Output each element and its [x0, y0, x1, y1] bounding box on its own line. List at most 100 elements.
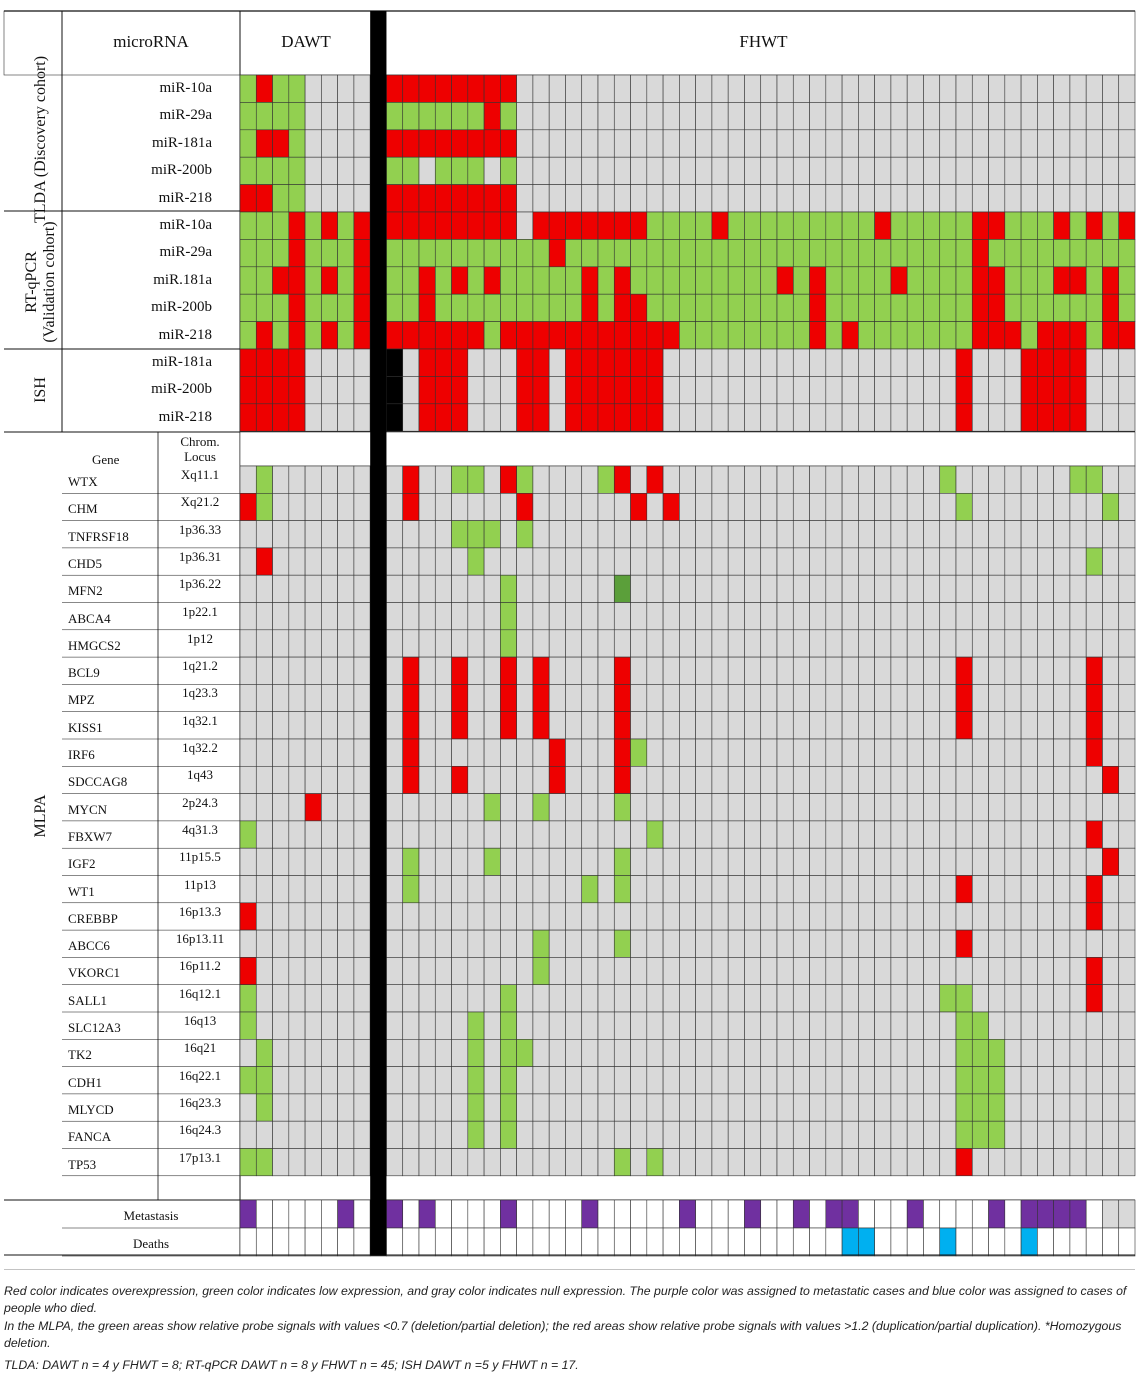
rtqpcr-row-2-cell: [467, 266, 485, 295]
mlpa-row-25-cell: [890, 1148, 908, 1177]
mlpa-row-11-cell: [971, 765, 989, 794]
tlda-row-0-cell: [890, 74, 908, 103]
mlpa-row-9-cell: [906, 711, 924, 740]
outcome-row-1-cell: [1069, 1227, 1087, 1257]
mlpa-row-12-cell: [467, 793, 485, 822]
tlda-row-0-cell: [955, 74, 973, 103]
mlpa-row-1-cell: [321, 492, 338, 521]
mlpa-row-22-cell: [402, 1066, 420, 1095]
mlpa-row-25-cell: [1118, 1148, 1136, 1177]
mlpa-row-6-cell: [500, 629, 517, 658]
rtqpcr-row-1-cell: [386, 239, 404, 268]
outcome-row-0-cell: [1085, 1199, 1103, 1229]
rtqpcr-row-2-cell: [711, 266, 729, 295]
mlpa-gene-label: MYCN: [68, 801, 108, 817]
mlpa-row-3-cell: [353, 547, 371, 576]
heatmap-figure: [3, 10, 1136, 1270]
mlpa-row-15-cell: [825, 875, 843, 904]
mlpa-row-13-cell: [792, 820, 810, 849]
rtqpcr-row-3-cell: [955, 293, 973, 322]
mlpa-row-11-cell: [1102, 765, 1120, 794]
mlpa-row-9-cell: [337, 711, 355, 740]
rtqpcr-row-1-cell: [516, 239, 534, 268]
ish-row-2-cell: [239, 403, 257, 432]
rtqpcr-row-2-cell: [386, 266, 404, 295]
mlpa-row-13-cell: [239, 820, 257, 849]
mlpa-row-9-cell: [988, 711, 1006, 740]
mlpa-row-12-cell: [386, 793, 404, 822]
mlpa-row-6-cell: [467, 629, 485, 658]
tlda-row-3-cell: [418, 156, 436, 185]
mlpa-row-6-cell: [955, 629, 973, 658]
tlda-row-4-cell: [1069, 184, 1087, 213]
ish-row-0-cell: [321, 348, 338, 377]
mlpa-row-20-cell: [304, 1011, 322, 1040]
mlpa-row-8-cell: [695, 684, 713, 713]
mlpa-row-9-cell: [386, 711, 404, 740]
mlpa-row-9-cell: [1020, 711, 1038, 740]
mlpa-row-4-cell: [1102, 574, 1120, 603]
rtqpcr-row-1-cell: [890, 239, 908, 268]
rtqpcr-row-0-cell: [434, 211, 452, 240]
ish-row-1-cell: [776, 376, 794, 405]
mlpa-row-20-cell: [581, 1011, 599, 1040]
mlpa-row-16-cell: [890, 902, 908, 931]
tlda-row-4-cell: [923, 184, 941, 213]
tlda-row-4-cell: [971, 184, 989, 213]
mlpa-row-18-cell: [321, 957, 338, 986]
tlda-row-3-cell: [988, 156, 1006, 185]
outcome-row-0-cell: [662, 1199, 680, 1229]
ish-row-2-cell: [858, 403, 875, 432]
mlpa-row-1-cell: [434, 492, 452, 521]
tlda-row-0-cell: [662, 74, 680, 103]
mlpa-row-19-cell: [906, 984, 924, 1013]
mlpa-row-20-cell: [418, 1011, 436, 1040]
mlpa-row-8-cell: [1053, 684, 1071, 713]
rtqpcr-row-3-cell: [532, 293, 550, 322]
tlda-row-1-cell: [1085, 102, 1103, 131]
mlpa-row-9-cell: [890, 711, 908, 740]
tlda-row-3-cell: [1004, 156, 1022, 185]
rtqpcr-row-3-cell: [776, 293, 794, 322]
mlpa-row-21-cell: [1053, 1039, 1071, 1067]
mlpa-row-16-cell: [532, 902, 550, 931]
tlda-row-2-cell: [776, 129, 794, 158]
mlpa-row-21-cell: [613, 1039, 631, 1067]
tlda-row-4-cell: [809, 184, 827, 213]
mlpa-row-7-cell: [760, 656, 778, 685]
mlpa-row-5-cell: [613, 602, 631, 631]
mlpa-row-19-cell: [1037, 984, 1054, 1013]
rtqpcr-row-label: miR.181a: [153, 271, 212, 288]
mlpa-row-25-cell: [239, 1148, 257, 1177]
mlpa-row-25-cell: [434, 1148, 452, 1177]
mlpa-row-20-cell: [923, 1011, 941, 1040]
mlpa-row-4-cell: [483, 574, 501, 603]
outcome-row-1-cell: [565, 1227, 583, 1257]
mlpa-row-8-cell: [451, 684, 469, 713]
tlda-row-2-cell: [1102, 129, 1120, 158]
mlpa-row-12-cell: [939, 793, 957, 822]
mlpa-row-24-cell: [679, 1120, 696, 1149]
mlpa-row-22-cell: [516, 1066, 534, 1095]
mlpa-row-16-cell: [1004, 902, 1022, 931]
tlda-row-0-cell: [858, 74, 875, 103]
tlda-row-0-cell: [321, 74, 338, 103]
mlpa-row-8-cell: [1020, 684, 1038, 713]
rtqpcr-row-3-cell: [386, 293, 404, 322]
mlpa-row-22-cell: [923, 1066, 941, 1095]
rtqpcr-row-4-cell: [386, 321, 404, 350]
mlpa-row-21-cell: [662, 1039, 680, 1067]
mlpa-row-13-cell: [1102, 820, 1120, 849]
mlpa-row-9-cell: [255, 711, 273, 740]
tlda-row-4-cell: [1085, 184, 1103, 213]
tlda-row-2-cell: [1004, 129, 1022, 158]
mlpa-row-22-cell: [711, 1066, 729, 1095]
tlda-row-4-cell: [939, 184, 957, 213]
mlpa-row-3-cell: [646, 547, 664, 576]
mlpa-row-24-cell: [727, 1120, 745, 1149]
mlpa-row-13-cell: [679, 820, 696, 849]
mlpa-row-7-cell: [418, 656, 436, 685]
rtqpcr-row-0-cell: [386, 211, 404, 240]
mlpa-row-4-cell: [711, 574, 729, 603]
tlda-row-4-cell: [516, 184, 534, 213]
